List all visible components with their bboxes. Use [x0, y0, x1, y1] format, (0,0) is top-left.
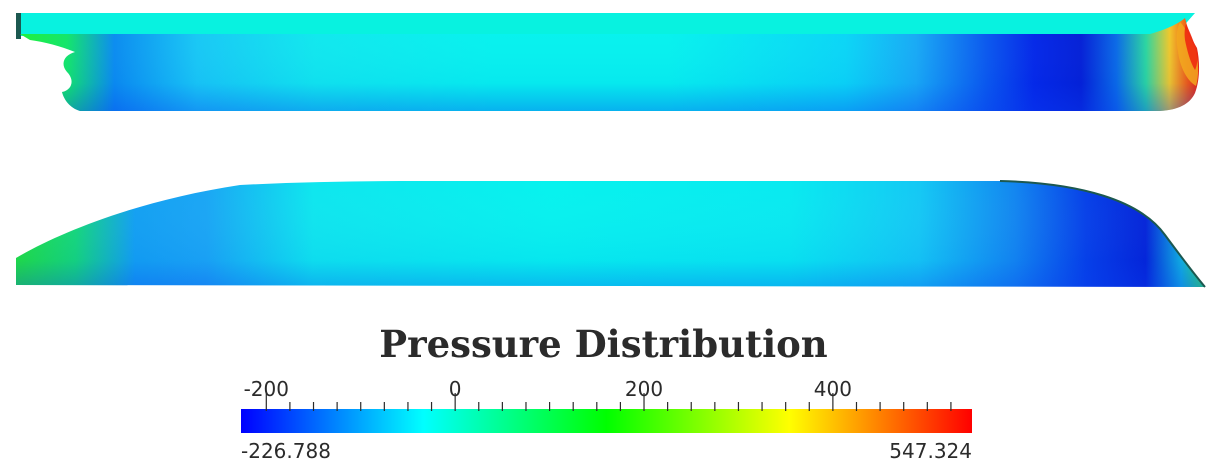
colorbar-gradient	[241, 409, 972, 433]
hull-side-deck	[16, 13, 1195, 36]
bow-high-pressure-zone	[1176, 22, 1199, 86]
hull-stern-edge	[16, 13, 21, 39]
colorbar-min-label: -226.788	[241, 439, 331, 463]
colorbar-tick-label: 0	[448, 377, 462, 401]
bow-peak-pressure-zone	[1184, 24, 1198, 70]
hull-bottom-edge	[999, 180, 1206, 288]
colorbar-max-label: 547.324	[889, 439, 972, 463]
hull-bottom-view	[16, 180, 1206, 288]
hull-side-view	[16, 13, 1200, 111]
hull-side-shading	[20, 18, 1200, 111]
colorbar-tick-label: 400	[813, 377, 852, 401]
colorbar-tick-label: 200	[624, 377, 664, 401]
hull-pressure-visualization	[16, 13, 1206, 288]
colorbar-tick-label: -200	[243, 377, 289, 401]
hull-bottom-shading	[16, 181, 1205, 287]
colorbar-ticks	[265, 393, 952, 411]
colorbar-title: Pressure Distribution	[379, 322, 828, 366]
colorbar	[241, 409, 972, 433]
